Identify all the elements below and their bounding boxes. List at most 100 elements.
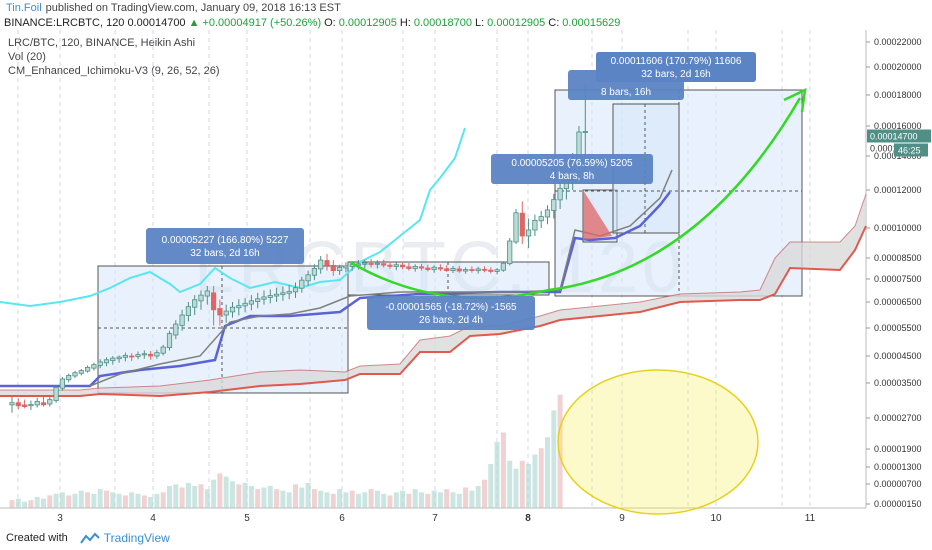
- volume-bar: [261, 487, 267, 508]
- time-tick-label: 9: [619, 513, 625, 524]
- candle-body: [507, 240, 513, 265]
- volume-bar: [148, 496, 154, 508]
- candle-body: [78, 370, 84, 374]
- candle-body: [311, 268, 318, 276]
- volume-bar: [211, 479, 217, 508]
- candle-body: [305, 274, 311, 282]
- volume-bar: [381, 493, 387, 508]
- volume-bar: [393, 492, 399, 508]
- volume-bar: [450, 492, 456, 508]
- measurement-label-bg: [367, 296, 535, 330]
- candle-body: [381, 263, 387, 266]
- high-label: H:: [399, 17, 411, 29]
- volume-bar: [236, 484, 242, 508]
- volume-bar: [122, 495, 128, 508]
- volume-bar: [223, 476, 229, 508]
- volume-bar: [456, 493, 462, 508]
- volume-bar: [22, 501, 28, 508]
- volume-bar: [356, 493, 361, 508]
- candle-body: [557, 187, 563, 201]
- volume-bar: [78, 490, 84, 508]
- volume-bar: [179, 487, 185, 508]
- price-tick-label: 0.00016000: [874, 121, 922, 131]
- candle-body: [34, 400, 40, 406]
- volume-bar: [305, 482, 311, 508]
- price-tick-label: 0.00020000: [874, 62, 922, 72]
- candle-body: [91, 364, 97, 369]
- candle-body: [28, 404, 34, 407]
- low-value: 0.00012905: [487, 17, 546, 29]
- volume-bar: [526, 463, 532, 508]
- volume-bar: [280, 490, 286, 508]
- volume-bar: [173, 484, 179, 508]
- candle-body: [286, 291, 292, 294]
- ichimoku-cloud: [0, 194, 866, 396]
- price-change: +0.00004917 (+50.26%): [202, 17, 322, 29]
- measurement-label-line2: 32 bars, 2d 16h: [641, 69, 711, 80]
- time-tick-label: 10: [710, 513, 722, 524]
- up-arrow-icon: ▲: [188, 17, 200, 29]
- volume-bar: [91, 493, 97, 508]
- time-tick-label: 5: [244, 513, 250, 524]
- volume-bar: [167, 485, 172, 508]
- volume-bar: [198, 484, 204, 508]
- volume-bar: [59, 492, 65, 508]
- candle-body: [481, 268, 488, 271]
- volume-bar: [513, 468, 519, 508]
- volume-bar: [185, 482, 191, 508]
- volume-bar: [154, 493, 160, 508]
- volume-bar: [15, 498, 21, 508]
- candle-body: [85, 366, 91, 372]
- triangle-drawing: [583, 190, 612, 240]
- volume-bar: [97, 489, 103, 508]
- candle-body: [368, 263, 374, 265]
- highlight-ellipse: [557, 369, 759, 515]
- candle-body: [53, 386, 59, 401]
- volume-bar: [41, 498, 46, 508]
- volume-bar: [230, 481, 235, 508]
- created-with: Created with: [6, 532, 68, 544]
- legend-volume: Vol (20): [8, 51, 46, 63]
- measurement-label-line1: -0.00001565 (-18.72%) -1565: [385, 302, 517, 313]
- candle-body: [236, 305, 242, 309]
- measurement-label-line2: 32 bars, 2d 16h: [190, 248, 260, 259]
- countdown-badge: [894, 143, 928, 157]
- price-tick-label: 0.00006500: [874, 297, 922, 307]
- volume-bar: [482, 479, 487, 508]
- candle-body: [393, 264, 399, 267]
- candle-body: [173, 323, 179, 336]
- close-label: C:: [548, 17, 560, 29]
- volume-bar: [311, 489, 317, 508]
- tradingview-brand[interactable]: TradingView: [103, 531, 170, 545]
- author-link[interactable]: Tin.Foil: [6, 2, 42, 14]
- candle-body: [425, 267, 431, 270]
- volume-bar: [324, 492, 330, 508]
- volume-bar: [437, 492, 443, 508]
- price-tick-label: 0.00022000: [874, 37, 922, 47]
- volume-bar: [242, 482, 248, 508]
- candle-body: [129, 355, 135, 358]
- candle-body: [532, 219, 538, 231]
- chart-area[interactable]: LRC/BTC, 120, BINANCE, Heikin Ashi Vol (…: [0, 30, 932, 526]
- candle-body: [519, 212, 525, 237]
- time-tick-label: 6: [339, 513, 345, 524]
- volume-bar: [47, 495, 53, 508]
- measure-box: [347, 261, 550, 296]
- kijun-line-blue: [0, 191, 671, 388]
- candle-body: [462, 269, 469, 272]
- price-chart[interactable]: LRC/BTC, 120, BINANCE, Heikin Ashi Vol (…: [0, 30, 932, 526]
- price-tick-label: 0.00000700: [874, 479, 922, 489]
- volume-bar: [217, 473, 223, 508]
- current-price-badge: [867, 129, 931, 143]
- candle-body: [475, 268, 481, 271]
- volume-bar: [494, 441, 500, 508]
- price-tick-label: 0.00007500: [874, 274, 922, 284]
- volume-bar: [387, 495, 393, 508]
- volume-bar: [9, 500, 15, 508]
- candle-body: [21, 404, 28, 408]
- chikou-line-cyan: [0, 127, 466, 308]
- publish-info: published on TradingView.com, January 09…: [45, 2, 341, 14]
- candle-body: [456, 268, 462, 272]
- candle-body: [406, 266, 412, 269]
- candle-body: [15, 402, 21, 407]
